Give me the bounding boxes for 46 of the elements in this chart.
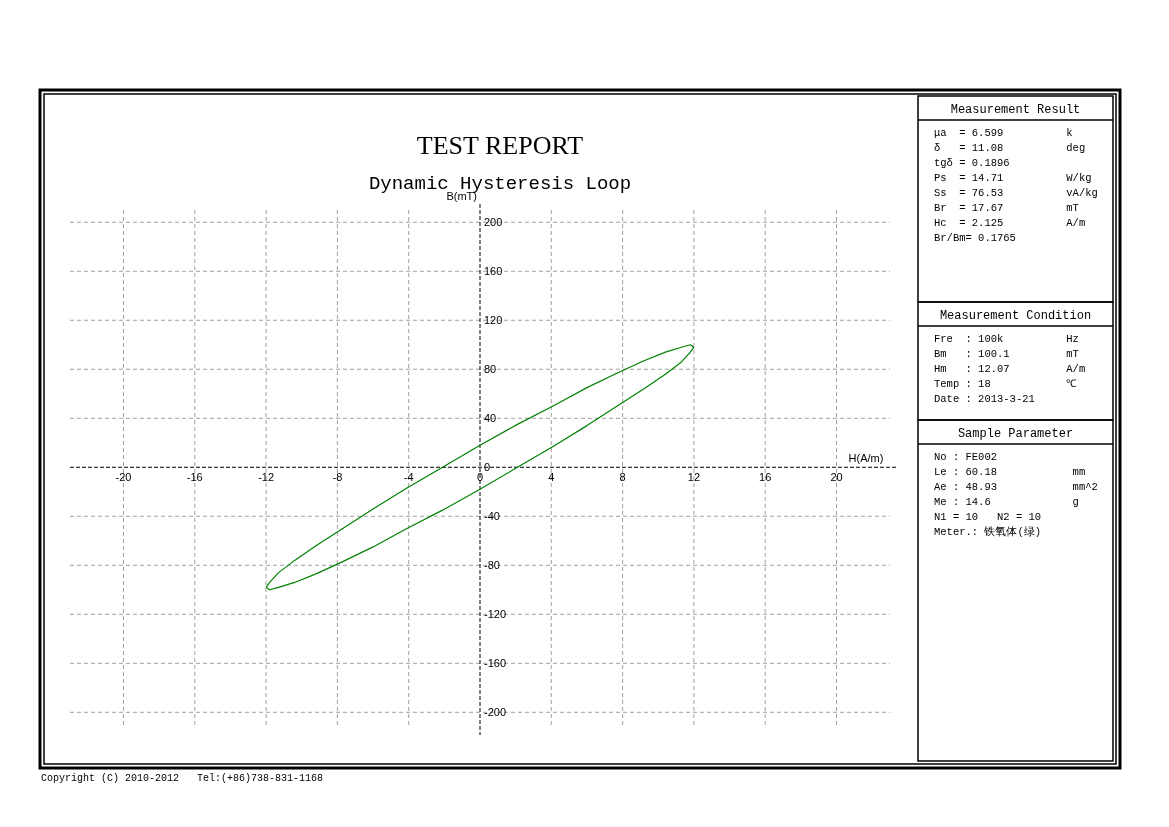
x-tick-label: 20 [830,471,843,484]
y-tick-label: 200 [484,216,503,229]
text: Br/Bm= 0.1765 [934,232,1016,244]
text: Hm : 12.07 A/m [934,363,1086,375]
text: Ss = 76.53 vA/kg [934,187,1098,199]
text: Le : 60.18 mm [934,466,1086,478]
x-tick-label: -12 [258,471,275,484]
text: Ps = 14.71 W/kg [934,172,1092,184]
text: Ae : 48.93 mm^2 [934,481,1098,493]
y-tick-label: -160 [484,657,507,670]
y-tick-label: -80 [484,559,500,572]
y-tick-label: 160 [484,265,503,278]
text: Sample Parameter [957,427,1074,441]
x-tick-label: 0 [476,471,484,484]
x-tick-label: 8 [619,471,626,484]
text: Measurement Condition [939,309,1092,323]
text: Measurement Result [950,103,1081,117]
text: μa = 6.599 k [934,127,1073,139]
x-tick-label: 4 [548,471,555,484]
text: Meter.: 铁氧体(绿) [934,526,1042,538]
chart-title: TEST REPORT [416,131,584,160]
text: Temp : 18 ℃ [934,378,1078,390]
text: Copyright (C) 2010-2012 Tel:(+86)738-831-1168 [41,773,324,784]
text: Date : 2013-3-21 [934,393,1035,405]
x-tick-label: -16 [186,471,203,484]
x-axis-title: H(A/m) [848,452,884,465]
y-tick-label: -40 [484,510,500,523]
text: Me : 14.6 g [934,496,1079,508]
x-tick-label: -4 [403,471,414,484]
text: Br = 17.67 mT [934,202,1079,214]
text: Fre : 100k Hz [934,333,1079,345]
text: Hc = 2.125 A/m [934,217,1086,229]
y-tick-label: -120 [484,608,507,621]
text: tgδ = 0.1896 [934,157,1010,169]
x-tick-label: -20 [115,471,132,484]
x-tick-label: 16 [759,471,772,484]
y-tick-label: 120 [484,314,503,327]
text: N1 = 10 N2 = 10 [934,511,1042,523]
text: δ = 11.08 deg [934,142,1086,154]
y-tick-label: -200 [484,706,507,719]
y-tick-label: 40 [484,412,497,425]
text: Bm : 100.1 mT [934,348,1079,360]
y-tick-label: 80 [484,363,497,376]
x-tick-label: -8 [332,471,343,484]
x-tick-label: 12 [687,471,701,484]
text: No : FE002 [934,451,998,463]
